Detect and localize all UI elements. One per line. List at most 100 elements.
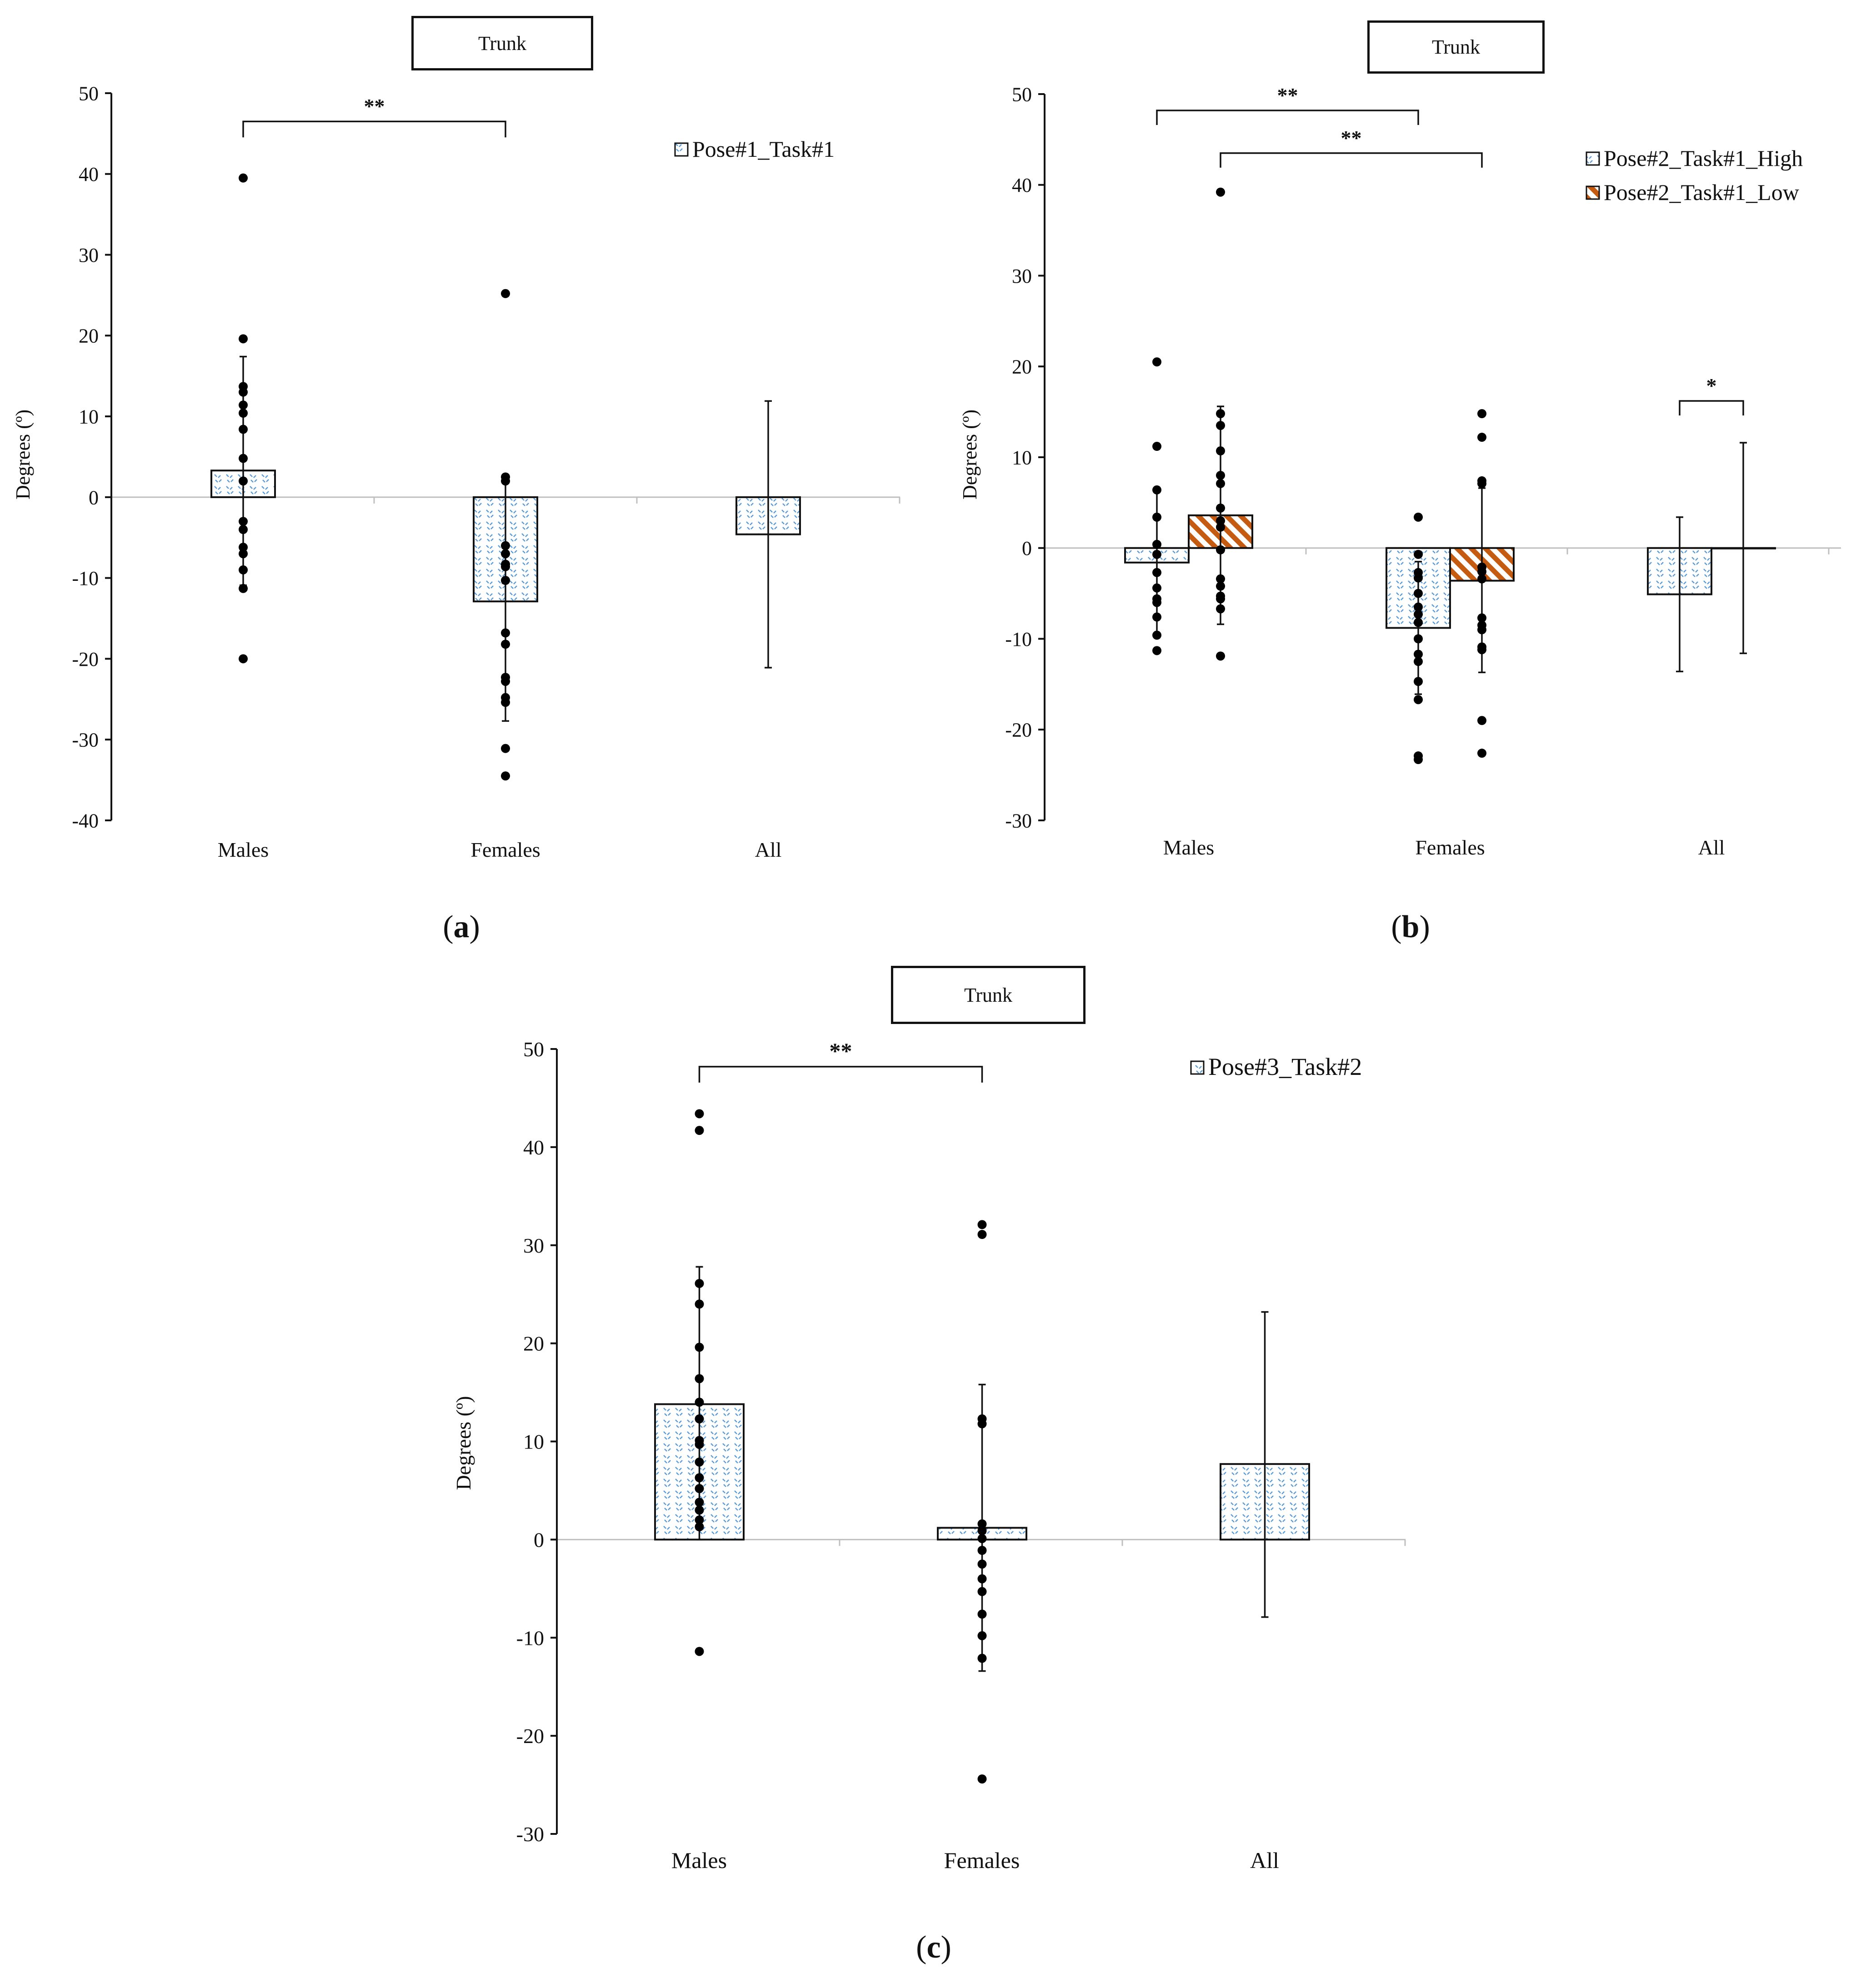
data-point: [695, 1398, 704, 1407]
panel-c-caption: (c): [916, 1930, 951, 1965]
significance-bracket: [1220, 152, 1483, 168]
data-point: [239, 425, 248, 434]
category-label: Males: [1163, 836, 1214, 859]
data-point: [695, 1299, 704, 1309]
data-point: [239, 525, 248, 534]
data-point: [1216, 581, 1225, 591]
significance-bracket: [1156, 110, 1419, 125]
data-point: [1414, 589, 1423, 598]
panel-a-caption: (a): [443, 909, 480, 944]
data-point: [1216, 409, 1225, 419]
data-point: [501, 744, 510, 753]
legend-label: Pose#2_Task#1_Low: [1604, 180, 1799, 205]
data-point: [1152, 539, 1161, 549]
data-point: [1216, 594, 1225, 604]
panel-c-title: Trunk: [891, 966, 1086, 1024]
data-point: [1414, 618, 1423, 627]
data-point: [1152, 598, 1161, 607]
data-point: [1477, 645, 1486, 654]
legend-swatch: [674, 142, 689, 157]
data-point: [977, 1230, 987, 1239]
data-point: [1152, 549, 1161, 559]
category-label: Females: [470, 838, 540, 861]
y-tick-label: 0: [534, 1528, 544, 1551]
data-point: [1216, 470, 1225, 480]
data-point: [977, 1559, 987, 1569]
y-tick-label: 20: [523, 1332, 544, 1355]
y-tick-label: 20: [1012, 356, 1032, 378]
y-tick-label: 50: [79, 82, 99, 105]
data-point: [977, 1419, 987, 1429]
data-point: [501, 541, 510, 550]
significance-bracket: [1679, 400, 1744, 416]
data-point: [1152, 442, 1161, 451]
data-point: [977, 1546, 987, 1555]
significance-label: **: [830, 1038, 852, 1064]
y-tick-label: -20: [1005, 719, 1032, 741]
data-point: [977, 1220, 987, 1229]
y-tick-label: 20: [79, 325, 99, 347]
data-point: [239, 173, 248, 183]
data-point: [1216, 503, 1225, 513]
y-tick-label: 40: [79, 163, 99, 185]
data-point: [501, 549, 510, 559]
category-label: Females: [1415, 836, 1485, 859]
data-point: [239, 584, 248, 593]
data-point: [1216, 651, 1225, 661]
data-point: [239, 543, 248, 552]
data-point: [695, 1343, 704, 1352]
data-point: [695, 1473, 704, 1483]
chart-panel-a: -40 -30 -20 -10 0 10 20 30 40 50 Degrees (º) Males F…: [12, 82, 900, 861]
y-tick-label: 10: [1012, 446, 1032, 469]
y-axis-label: Degrees (º): [12, 410, 34, 499]
category-label: Females: [944, 1848, 1020, 1873]
data-point: [1414, 609, 1423, 619]
data-point: [1152, 568, 1161, 577]
data-point: [695, 1498, 704, 1507]
data-point: [239, 565, 248, 574]
legend-swatch: [1190, 1060, 1205, 1075]
data-point: [1152, 512, 1161, 522]
data-point: [1152, 357, 1161, 367]
data-point: [239, 549, 248, 559]
data-point: [501, 628, 510, 638]
data-point: [239, 476, 248, 486]
data-point: [695, 1515, 704, 1525]
data-point: [501, 476, 510, 486]
category-label: Males: [671, 1848, 727, 1873]
data-point: [239, 387, 248, 397]
y-tick-label: -10: [1005, 628, 1032, 650]
legend-label: Pose#1_Task#1: [692, 136, 835, 162]
y-tick-label: 30: [523, 1234, 544, 1257]
y-tick-label: -30: [1005, 809, 1032, 832]
data-point: [1414, 634, 1423, 644]
significance-bracket: [698, 1066, 983, 1083]
data-point: [1152, 630, 1161, 640]
legend-swatch: [1586, 185, 1600, 200]
y-axis-label: Degrees (º): [959, 410, 981, 499]
data-point: [695, 1647, 704, 1656]
category-label: Males: [218, 838, 269, 861]
panel-a-title: Trunk: [411, 16, 593, 70]
y-tick-label: 30: [79, 244, 99, 266]
data-point: [1216, 516, 1225, 525]
data-point: [695, 1439, 704, 1449]
data-point: [1477, 479, 1486, 488]
y-tick-label: 0: [1022, 537, 1032, 559]
data-point: [501, 677, 510, 686]
data-point: [1414, 755, 1423, 764]
data-point: [695, 1109, 704, 1119]
data-point: [695, 1126, 704, 1135]
data-point: [239, 654, 248, 664]
significance-label: **: [1277, 84, 1298, 107]
data-point: [1414, 549, 1423, 559]
data-point: [1414, 677, 1423, 686]
data-point: [1216, 421, 1225, 430]
data-point: [977, 1534, 987, 1543]
data-point: [1152, 485, 1161, 495]
data-point: [239, 409, 248, 418]
legend-label: Pose#2_Task#1_High: [1604, 145, 1803, 171]
significance-label: **: [1341, 126, 1362, 150]
data-point: [501, 639, 510, 649]
